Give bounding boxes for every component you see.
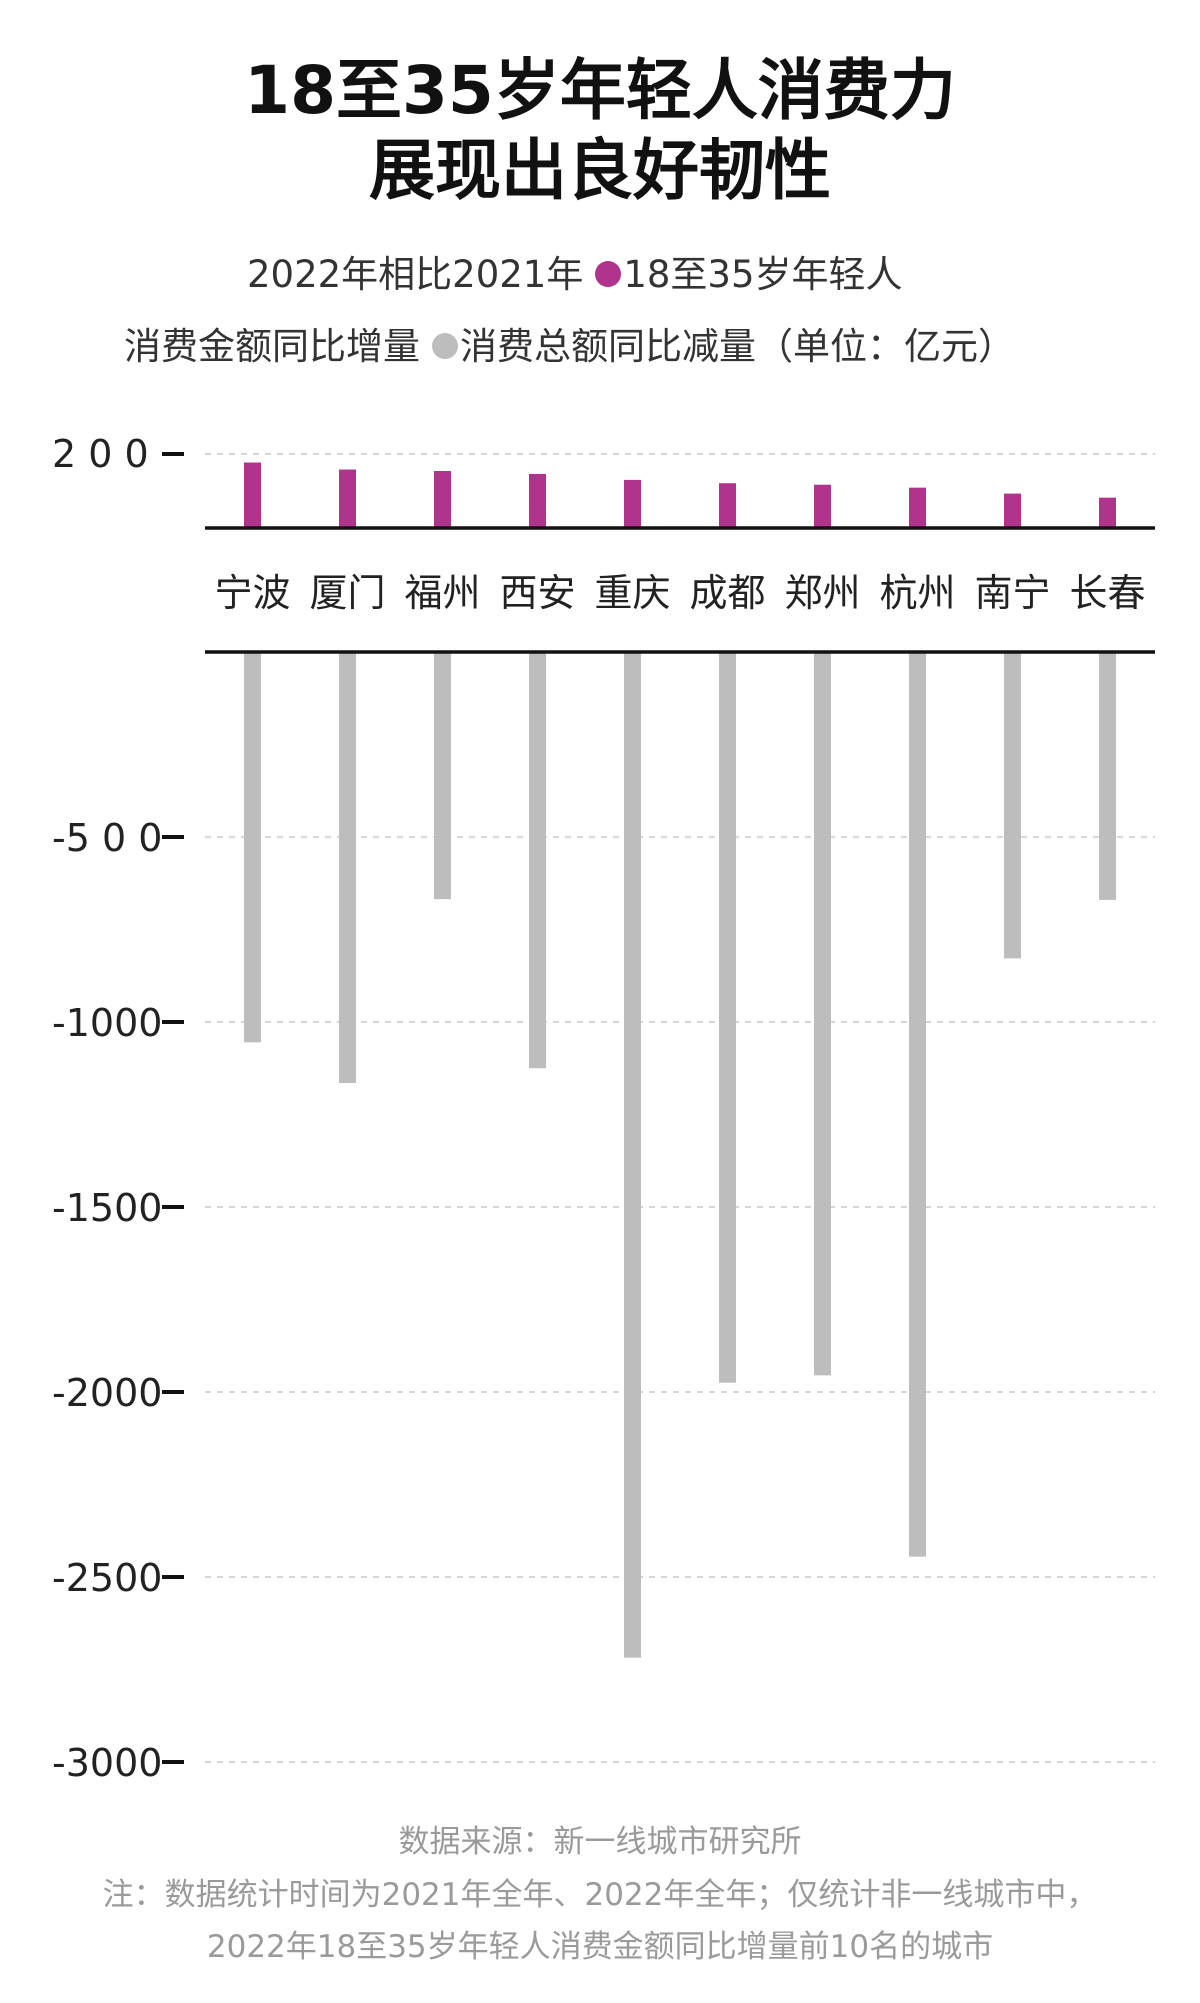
legend-prefix-line2: 消费金额同比增量 (124, 325, 420, 368)
footnote-line2: 2022年18至35岁年轻人消费金额同比增量前10名的城市 (206, 1929, 994, 1965)
bar-increase (529, 473, 546, 528)
bar-decrease (339, 652, 356, 1084)
bar-decrease (1004, 652, 1021, 959)
bar-decrease (719, 652, 736, 1383)
x-category-label: 杭州 (879, 571, 955, 615)
x-category-label: 宁波 (214, 571, 290, 615)
y-tick-label-lower: -1000 (52, 1001, 162, 1045)
source-note: 数据来源：新一线城市研究所 (398, 1824, 802, 1860)
x-category-label: 西安 (499, 571, 575, 615)
x-category-label: 厦门 (309, 571, 385, 615)
legend-line1: 2022年相比2021年 18至35岁年轻人 (247, 256, 903, 293)
bar-decrease (814, 652, 831, 1376)
x-category-label: 重庆 (594, 571, 670, 615)
footnote-line1: 注：数据统计时间为2021年全年、2022年全年；仅统计非一线城市中， (102, 1877, 1098, 1913)
bar-increase (909, 487, 926, 528)
bar-decrease (244, 652, 261, 1043)
y-tick-label-lower: -3000 (52, 1741, 162, 1785)
bar-decrease (434, 652, 451, 900)
bar-increase (339, 469, 356, 528)
bar-increase (244, 462, 261, 528)
legend-increase-label: 18至35岁年轻人 (623, 253, 903, 296)
bar-increase (1099, 497, 1116, 528)
bar-increase (434, 471, 451, 528)
bar-increase (1004, 493, 1021, 528)
x-category-label: 福州 (404, 571, 480, 615)
legend-decrease-swatch (432, 332, 458, 359)
legend-prefix-line1: 2022年相比2021年 (247, 253, 584, 296)
bar-decrease (909, 652, 926, 1557)
legend-increase-swatch (595, 260, 622, 287)
bar-increase (719, 483, 736, 528)
chart-title-line2: 展现出良好韧性 (369, 132, 831, 209)
bar-increase (814, 484, 831, 528)
x-category-label: 郑州 (784, 571, 860, 615)
x-category-label: 长春 (1069, 571, 1145, 615)
bar-decrease (1099, 652, 1116, 900)
y-tick-label-lower: -2000 (52, 1371, 162, 1415)
x-category-label: 成都 (689, 571, 765, 615)
legend-decrease-label: 消费总额同比减量（单位：亿元） (460, 325, 1015, 368)
bar-decrease (529, 652, 546, 1069)
y-tick-label-lower: -1500 (52, 1186, 162, 1230)
chart-title-line1: 18至35岁年轻人消费力 (244, 52, 956, 129)
y-tick-label-lower: -2500 (52, 1556, 162, 1600)
x-category-label: 南宁 (974, 571, 1050, 615)
legend-line2: 消费金额同比增量 消费总额同比减量（单位：亿元） (124, 328, 1015, 365)
y-tick-label-lower: -5 0 0 (52, 816, 162, 860)
y-tick-label-upper: 2 0 0 (52, 432, 149, 476)
bar-decrease (624, 652, 641, 1658)
bar-increase (624, 479, 641, 528)
